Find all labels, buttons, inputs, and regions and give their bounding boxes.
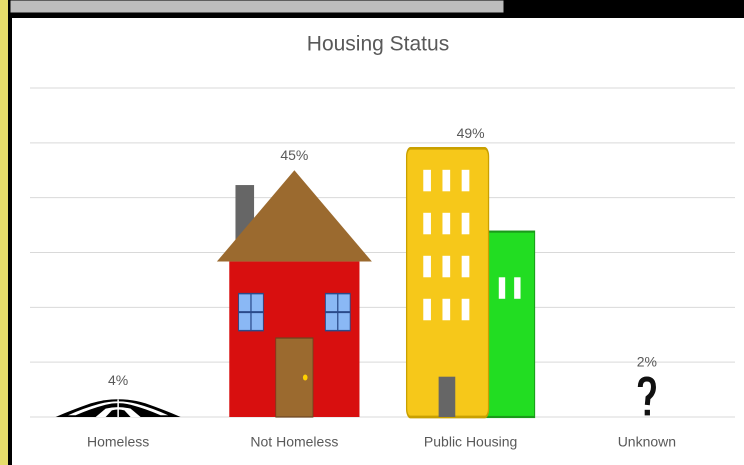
x-tick-label: Homeless [87,434,149,450]
window [461,212,470,235]
chart-title: Housing Status [307,33,449,56]
data-label: 49% [457,125,485,141]
x-tick-label: Public Housing [424,434,517,450]
top-bar [9,0,505,14]
tent-stripe [68,401,169,416]
data-label: 4% [108,372,128,388]
x-tick-label: Unknown [618,434,676,450]
window [442,212,451,235]
left-strip [0,0,8,465]
pictograph-icon [640,379,653,416]
building-green [485,230,536,419]
chart-panel [12,18,744,465]
window [461,169,470,192]
window [461,298,470,321]
window [423,169,431,192]
question-dot [644,409,650,416]
data-label: 45% [280,147,308,163]
x-tick-label: Not Homeless [250,434,338,450]
pictograph-icon [405,146,536,419]
window [498,277,506,299]
door [438,376,456,417]
pictograph-icon [55,399,181,417]
question-curve [640,379,653,405]
roof [216,170,372,262]
window [423,212,431,235]
window [514,277,521,299]
window [423,298,431,321]
window [442,169,451,192]
pictograph-icon [216,170,372,418]
data-label: 2% [637,354,657,370]
window [442,298,451,321]
window [423,255,431,278]
window [442,255,451,278]
door-knob [302,374,308,381]
window [461,255,470,278]
